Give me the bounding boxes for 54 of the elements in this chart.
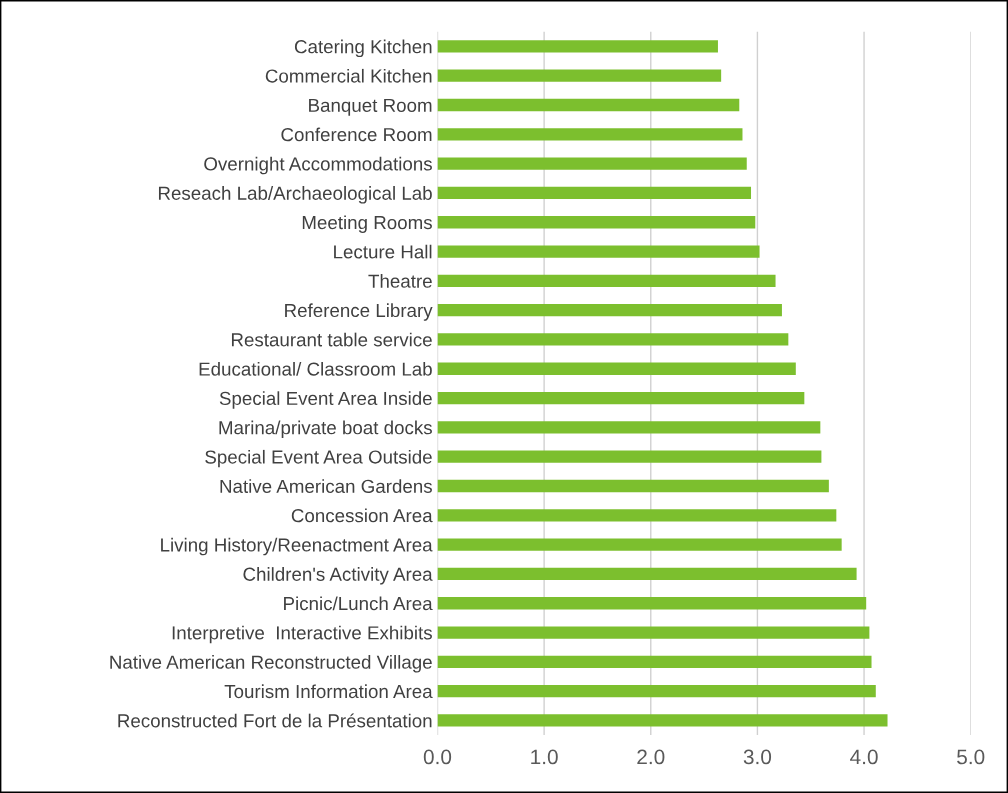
y-tick-label: Native American Gardens <box>220 479 432 493</box>
x-tick-label: 2.0 <box>637 749 665 765</box>
y-tick-label: Banquet Room <box>309 98 432 116</box>
bar <box>437 274 776 287</box>
y-tick-label: Interpretive Interactive Exhibits <box>172 625 432 644</box>
x-tick-label: 0.0 <box>423 749 452 765</box>
y-tick-label: Lecture Hall <box>334 244 432 259</box>
bar <box>437 450 822 463</box>
y-tick-label: Meeting Rooms <box>302 215 432 233</box>
y-tick-label: Reference Library <box>285 303 433 321</box>
y-tick-label: Marina/private boat docks <box>219 420 432 439</box>
y-tick-label: Restaurant table service <box>231 332 432 347</box>
bar <box>437 597 867 610</box>
y-tick-label: Children's Activity Area <box>243 567 433 585</box>
bar <box>437 157 747 170</box>
y-tick-label: Theatre <box>368 274 432 288</box>
y-tick-label: Reseach Lab/Archaeological Lab <box>158 186 432 204</box>
y-tick-label: Catering Kitchen <box>294 39 432 58</box>
y-tick-label: Tourism Information Area <box>224 684 433 699</box>
y-tick-label: Commercial Kitchen <box>265 68 432 83</box>
y-tick-label: Concession Area <box>291 508 433 523</box>
y-tick-label: Educational/ Classroom Lab <box>199 361 432 376</box>
x-tick-label: 4.0 <box>850 749 878 765</box>
bar <box>437 216 756 229</box>
x-tick-label: 5.0 <box>957 749 985 765</box>
bar <box>437 391 805 405</box>
y-tick-label: Special Event Area Inside <box>219 391 432 409</box>
y-tick-label: Living History/Reenactment Area <box>161 537 433 556</box>
x-tick-label: 3.0 <box>743 749 772 765</box>
bar <box>437 655 872 668</box>
bar <box>437 333 789 346</box>
bar <box>437 98 740 112</box>
bar <box>437 538 842 551</box>
y-tick-label: Native American Reconstructed Village <box>110 655 432 673</box>
bar <box>437 303 782 317</box>
bar <box>437 186 752 200</box>
bar <box>437 684 876 698</box>
bar <box>437 128 743 141</box>
bar <box>437 40 718 53</box>
bar <box>437 509 837 522</box>
bar <box>437 362 796 375</box>
y-tick-label: Picnic/Lunch Area <box>284 596 433 611</box>
y-tick-label: Conference Room <box>281 127 432 142</box>
bar <box>437 245 760 258</box>
bar <box>437 479 829 493</box>
y-tick-label: Reconstructed Fort de la Présentation <box>118 713 432 728</box>
bar <box>437 421 821 434</box>
bar <box>437 567 857 581</box>
bar <box>437 69 722 82</box>
bar <box>437 626 870 639</box>
y-tick-label: Overnight Accommodations <box>204 156 432 175</box>
bar <box>437 714 888 727</box>
y-tick-label: Special Event Area Outside <box>205 449 432 468</box>
x-tick-label: 1.0 <box>531 749 558 765</box>
